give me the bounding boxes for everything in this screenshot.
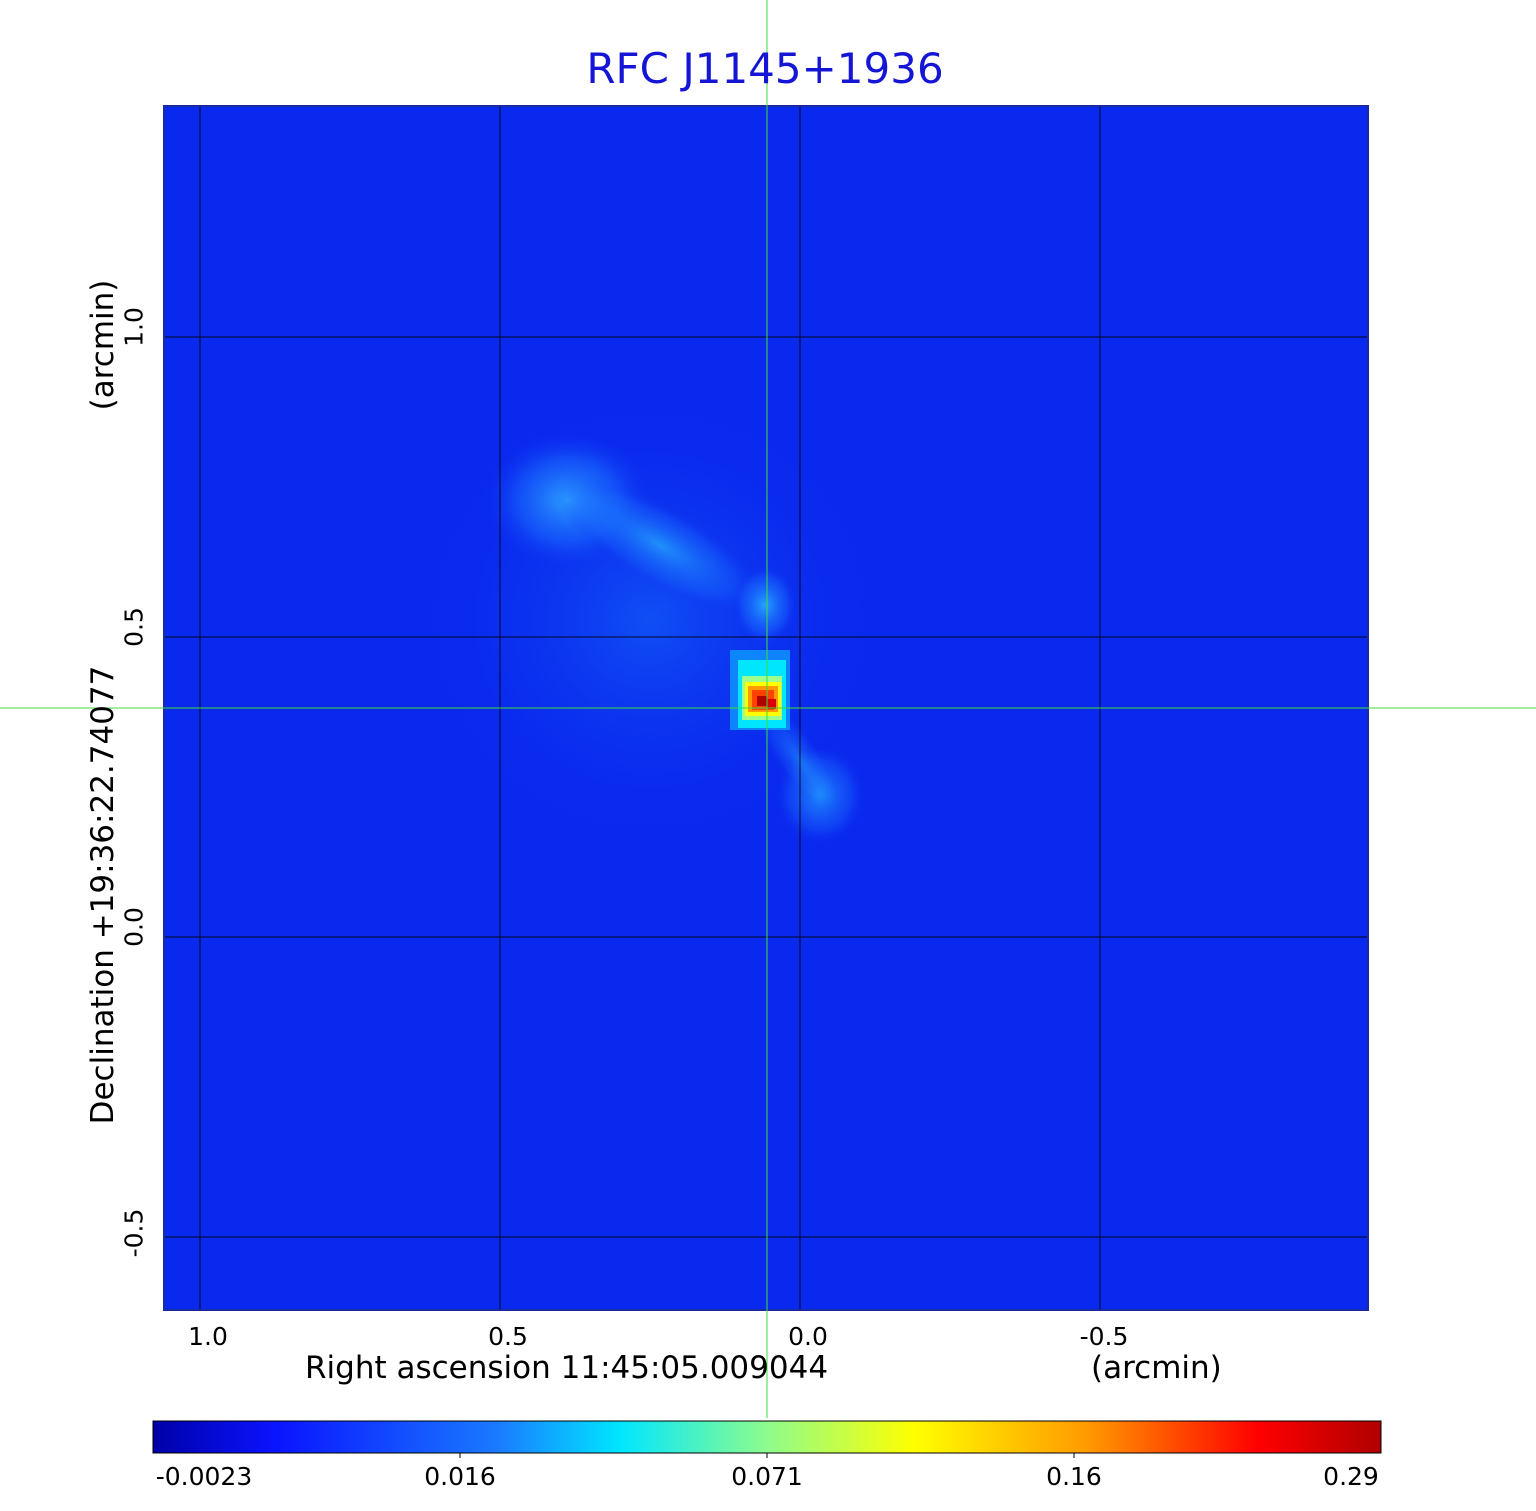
- x-tick-label: 1.0: [188, 1322, 228, 1351]
- crosshair-marker: [0, 0, 1536, 1418]
- jet-knot-north: [733, 565, 797, 645]
- x-tick-label: 0.0: [788, 1322, 828, 1351]
- y-tick-label: -0.5: [119, 1208, 149, 1258]
- colorbar-tick-label: 0.071: [731, 1462, 803, 1491]
- colorbar-tick-label: 0.16: [1046, 1462, 1102, 1491]
- x-axis-unit: (arcmin): [1091, 1350, 1222, 1386]
- colorbar-ticks: [459, 1453, 1075, 1458]
- y-tick-label: 1.0: [119, 307, 149, 347]
- colorbar: [152, 1420, 1382, 1454]
- colorbar-tick-label: 0.016: [424, 1462, 496, 1491]
- y-tick-label: 0.0: [119, 907, 149, 947]
- plot-title: RFC J1145+1936: [586, 44, 944, 93]
- x-tick-label: 0.5: [488, 1322, 528, 1351]
- y-axis-unit: (arcmin): [85, 279, 121, 411]
- colorbar-tick-label: -0.0023: [155, 1462, 253, 1491]
- x-axis-title: Right ascension 11:45:05.009044: [305, 1350, 829, 1386]
- y-tick-label: 0.5: [119, 607, 149, 647]
- jet-bridge: [554, 475, 766, 615]
- core-component: [730, 650, 790, 730]
- x-tick-label: -0.5: [1079, 1322, 1129, 1351]
- y-axis-title: Declination +19:36:22.74077: [85, 665, 121, 1125]
- colorbar-tick-label: 0.29: [1323, 1462, 1379, 1491]
